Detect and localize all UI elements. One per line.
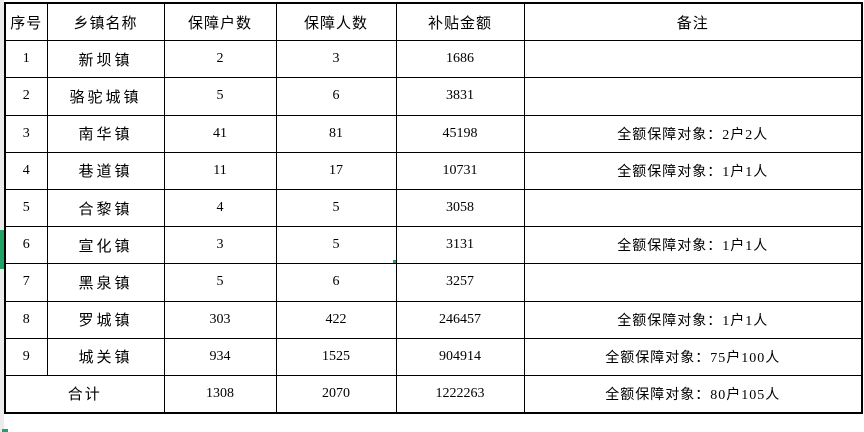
selected-row-accent (0, 230, 4, 269)
cell-town-name[interactable]: 骆驼城镇 (46, 77, 165, 116)
column-header-people[interactable]: 保障人数 (275, 2, 397, 42)
cell-households[interactable]: 5 (163, 263, 277, 302)
cell-index[interactable]: 5 (4, 188, 48, 228)
cell-amount[interactable]: 3131 (395, 226, 525, 265)
cell-town-name[interactable]: 南华镇 (46, 114, 165, 153)
cell-people[interactable]: 6 (275, 263, 397, 302)
cell-index[interactable]: 4 (4, 151, 48, 190)
column-header-town-name[interactable]: 乡镇名称 (46, 2, 165, 42)
cell-total-label[interactable]: 合计 (4, 374, 165, 414)
cell-amount[interactable]: 3257 (395, 263, 525, 302)
row-header-edge (0, 0, 4, 432)
table-row: 4 巷道镇 11 17 10731 全额保障对象：1户1人 (4, 151, 863, 190)
cell-remark[interactable]: 全额保障对象：1户1人 (523, 300, 863, 339)
cell-people[interactable]: 422 (275, 300, 397, 339)
cell-index[interactable]: 6 (4, 226, 48, 265)
cell-households[interactable]: 5 (163, 77, 277, 116)
cell-households[interactable]: 303 (163, 300, 277, 339)
subsidy-table: 序号 乡镇名称 保障户数 保障人数 补贴金额 备注 1 新坝镇 2 3 1686 2 骆驼城镇 5 6 38… (4, 2, 863, 415)
cell-households[interactable]: 934 (163, 337, 277, 376)
selection-border (277, 227, 395, 263)
cell-index[interactable]: 7 (4, 263, 48, 302)
column-header-remark[interactable]: 备注 (523, 2, 863, 42)
column-header-index[interactable]: 序号 (4, 2, 48, 42)
cell-households[interactable]: 11 (163, 151, 277, 190)
cell-people[interactable]: 5 (275, 188, 397, 228)
cell-amount[interactable]: 246457 (395, 300, 525, 339)
fill-handle-icon[interactable] (391, 259, 395, 263)
cell-town-name[interactable]: 罗城镇 (46, 300, 165, 339)
cell-amount[interactable]: 3831 (395, 77, 525, 116)
table-body: 1 新坝镇 2 3 1686 2 骆驼城镇 5 6 3831 3 南华镇 41 81 45198 全额保障对象… (4, 40, 863, 414)
cell-people[interactable]: 81 (275, 114, 397, 153)
table-row: 8 罗城镇 303 422 246457 全额保障对象：1户1人 (4, 300, 863, 339)
cell-remark[interactable]: 全额保障对象：1户1人 (523, 226, 863, 265)
cell-people[interactable]: 17 (275, 151, 397, 190)
cell-index[interactable]: 3 (4, 114, 48, 153)
cell-people[interactable]: 6 (275, 77, 397, 116)
cell-town-name[interactable]: 合黎镇 (46, 188, 165, 228)
cell-people[interactable]: 1525 (275, 337, 397, 376)
cell-town-name[interactable]: 城关镇 (46, 337, 165, 376)
table-row: 3 南华镇 41 81 45198 全额保障对象：2户2人 (4, 114, 863, 153)
cell-town-name[interactable]: 宣化镇 (46, 226, 165, 265)
partial-selection-mark (2, 429, 8, 432)
table-row: 9 城关镇 934 1525 904914 全额保障对象：75户100人 (4, 337, 863, 376)
cell-remark[interactable] (523, 40, 863, 79)
cell-remark[interactable]: 全额保障对象：75户100人 (523, 337, 863, 376)
cell-town-name[interactable]: 巷道镇 (46, 151, 165, 190)
cell-remark[interactable] (523, 263, 863, 302)
cell-households[interactable]: 3 (163, 226, 277, 265)
cell-total-people[interactable]: 2070 (275, 374, 397, 414)
cell-index[interactable]: 8 (4, 300, 48, 339)
cell-households[interactable]: 41 (163, 114, 277, 153)
cell-index[interactable]: 1 (4, 40, 48, 79)
cell-remark[interactable]: 全额保障对象：1户1人 (523, 151, 863, 190)
cell-total-remark[interactable]: 全额保障对象：80户105人 (523, 374, 863, 414)
table-row: 1 新坝镇 2 3 1686 (4, 40, 863, 79)
cell-remark[interactable]: 全额保障对象：2户2人 (523, 114, 863, 153)
cell-index[interactable]: 9 (4, 337, 48, 376)
cell-people[interactable]: 3 (275, 40, 397, 79)
cell-remark[interactable] (523, 188, 863, 228)
total-row: 合计 1308 2070 1222263 全额保障对象：80户105人 (4, 374, 863, 414)
header-row: 序号 乡镇名称 保障户数 保障人数 补贴金额 备注 (4, 2, 863, 42)
cell-town-name[interactable]: 新坝镇 (46, 40, 165, 79)
cell-amount[interactable]: 1686 (395, 40, 525, 79)
cell-amount[interactable]: 904914 (395, 337, 525, 376)
cell-amount[interactable]: 3058 (395, 188, 525, 228)
cell-remark[interactable] (523, 77, 863, 116)
table-row: 6 宣化镇 3 5 3131 全额保障对象：1户1人 (4, 226, 863, 265)
column-header-amount[interactable]: 补贴金额 (395, 2, 525, 42)
cell-town-name[interactable]: 黑泉镇 (46, 263, 165, 302)
table-row: 7 黑泉镇 5 6 3257 (4, 263, 863, 302)
cell-amount[interactable]: 10731 (395, 151, 525, 190)
cell-total-amount[interactable]: 1222263 (395, 374, 525, 414)
cell-total-households[interactable]: 1308 (163, 374, 277, 414)
cell-households[interactable]: 4 (163, 188, 277, 228)
table-row: 2 骆驼城镇 5 6 3831 (4, 77, 863, 116)
cell-index[interactable]: 2 (4, 77, 48, 116)
column-header-households[interactable]: 保障户数 (163, 2, 277, 42)
table-row: 5 合黎镇 4 5 3058 (4, 188, 863, 228)
cell-amount[interactable]: 45198 (395, 114, 525, 153)
selected-cell[interactable]: 5 (275, 226, 397, 265)
cell-households[interactable]: 2 (163, 40, 277, 79)
table-header-row: 序号 乡镇名称 保障户数 保障人数 补贴金额 备注 (4, 2, 863, 42)
